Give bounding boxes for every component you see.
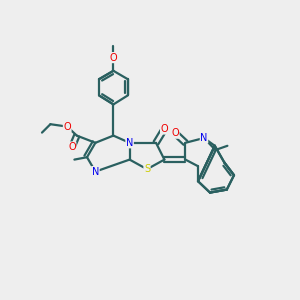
Text: N: N xyxy=(92,167,99,177)
Text: O: O xyxy=(171,128,179,138)
Text: O: O xyxy=(63,122,71,132)
Text: O: O xyxy=(160,124,168,134)
Text: O: O xyxy=(68,142,76,152)
Text: N: N xyxy=(200,133,208,143)
Text: S: S xyxy=(144,164,150,174)
Text: N: N xyxy=(126,138,133,148)
Text: O: O xyxy=(110,52,117,63)
